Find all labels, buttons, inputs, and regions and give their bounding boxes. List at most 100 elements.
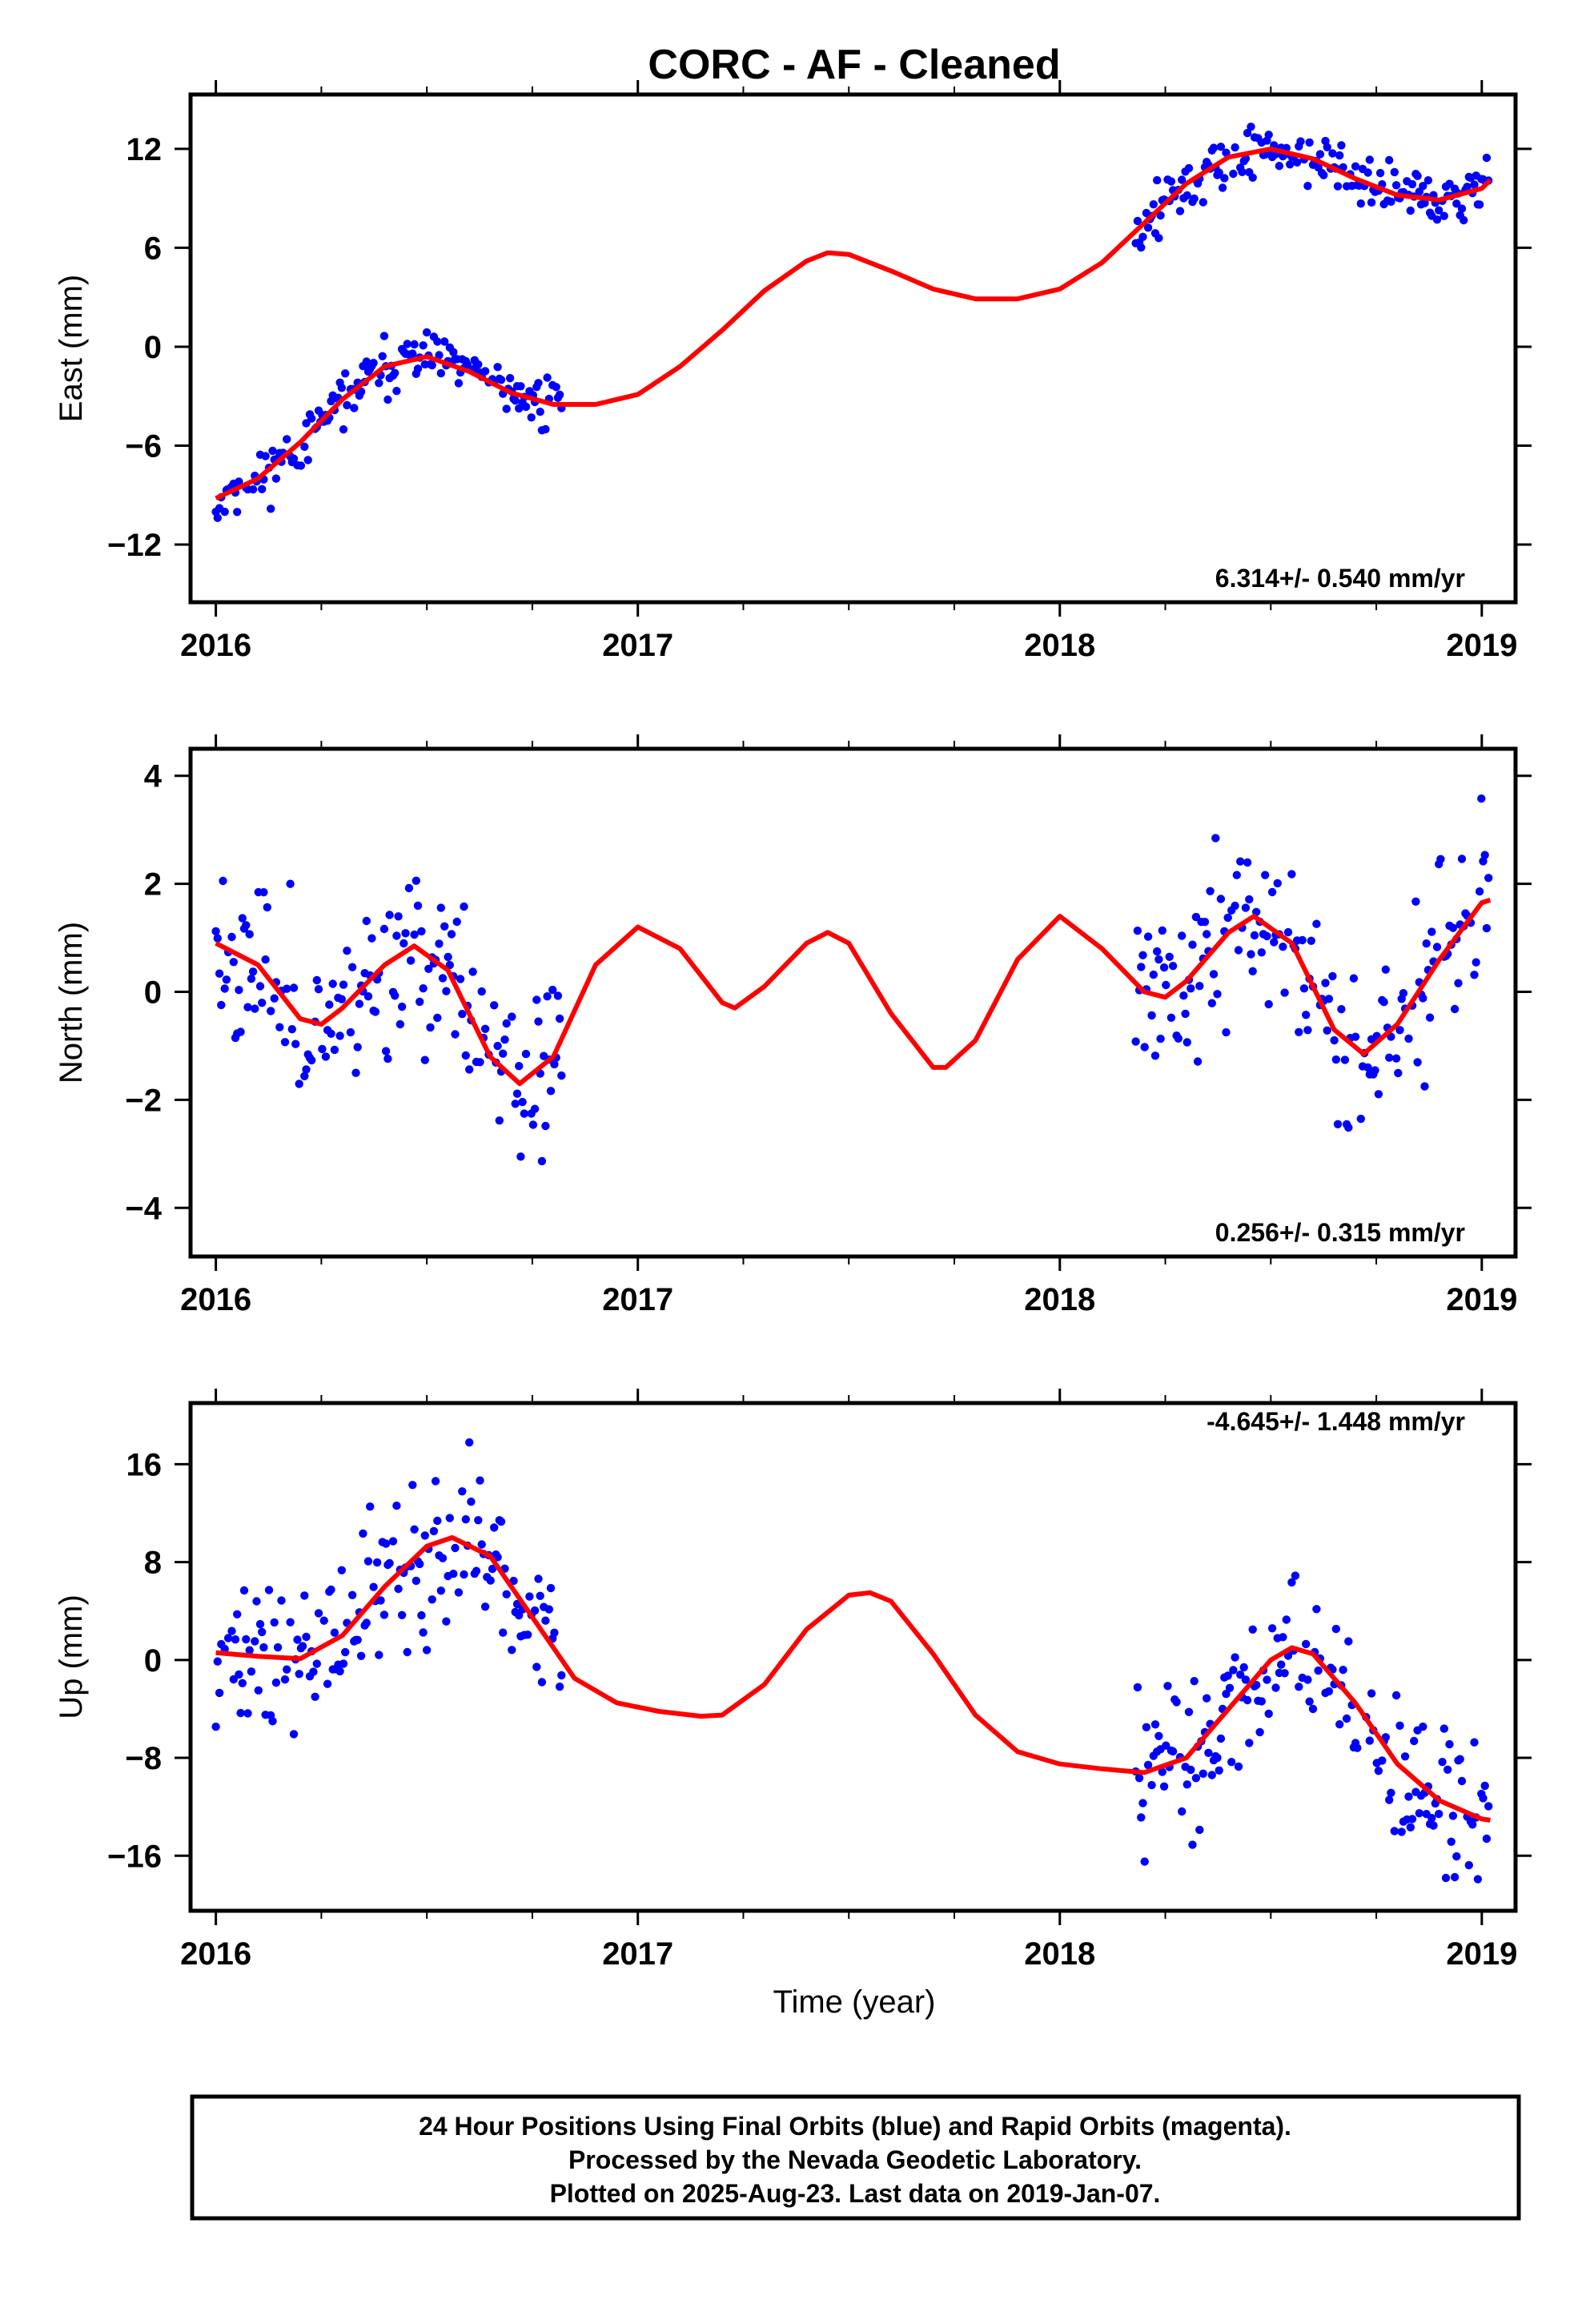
x-tick-label: 2016 — [180, 1936, 251, 1972]
data-point — [245, 1646, 254, 1655]
data-point — [1140, 1857, 1149, 1866]
data-point — [410, 340, 419, 349]
data-point — [1234, 1762, 1243, 1771]
data-point — [1203, 930, 1211, 939]
data-point — [1391, 1691, 1401, 1700]
data-point — [1335, 1720, 1344, 1729]
data-point — [1482, 1834, 1492, 1844]
data-point — [300, 1072, 309, 1081]
data-point — [1270, 938, 1279, 947]
data-point — [480, 367, 490, 376]
data-point — [449, 348, 458, 356]
data-point — [1374, 1090, 1383, 1099]
data-point — [537, 1678, 547, 1687]
data-point — [1267, 887, 1277, 897]
data-point — [311, 1692, 319, 1701]
data-point — [229, 958, 238, 967]
data-point — [1147, 1011, 1156, 1020]
data-point — [391, 368, 400, 377]
data-point — [1190, 194, 1199, 203]
data-point — [335, 1031, 344, 1040]
data-point — [422, 328, 432, 337]
data-point — [508, 1646, 516, 1655]
data-point — [238, 914, 247, 923]
data-point — [406, 956, 416, 965]
data-point — [544, 1605, 553, 1614]
data-point — [555, 1683, 564, 1691]
data-point — [1299, 984, 1309, 993]
data-point — [1356, 199, 1366, 208]
data-point — [428, 1595, 436, 1604]
data-point — [1432, 215, 1442, 224]
data-point — [1367, 198, 1376, 207]
data-point — [258, 999, 267, 1007]
data-point — [213, 1657, 222, 1666]
data-point — [1427, 1814, 1436, 1823]
data-point — [295, 1670, 303, 1679]
data-point — [1328, 149, 1337, 158]
data-point — [343, 400, 351, 410]
data-point — [1168, 1747, 1178, 1756]
data-point — [490, 1523, 499, 1532]
x-tick-label: 2018 — [1024, 1282, 1095, 1317]
data-point — [379, 1610, 389, 1619]
data-point — [1303, 182, 1312, 191]
data-point — [300, 442, 309, 451]
data-point — [388, 1537, 398, 1546]
data-point — [1257, 1697, 1267, 1706]
data-point — [1450, 1872, 1460, 1882]
data-point — [347, 963, 357, 971]
data-point — [369, 359, 378, 368]
data-point — [532, 995, 541, 1004]
data-point — [1247, 123, 1255, 131]
data-point — [385, 911, 394, 919]
data-point — [270, 1618, 279, 1627]
data-point — [1209, 143, 1219, 152]
data-point — [1482, 923, 1492, 933]
data-point — [1331, 1055, 1341, 1064]
data-point — [383, 1054, 392, 1063]
data-point — [1331, 1624, 1341, 1634]
data-point — [280, 1038, 290, 1047]
data-point — [1448, 923, 1458, 932]
data-point — [1395, 1026, 1404, 1035]
data-point — [1344, 1123, 1353, 1132]
data-point — [1371, 1066, 1379, 1075]
data-point — [493, 363, 502, 372]
data-point — [251, 1637, 259, 1646]
data-point — [1460, 215, 1468, 225]
data-point — [238, 1679, 247, 1687]
data-point — [298, 1642, 307, 1651]
data-point — [474, 360, 483, 369]
data-point — [367, 934, 376, 943]
data-point — [1463, 183, 1472, 191]
data-point — [1150, 1051, 1160, 1060]
footer-line-2: Processed by the Nevada Geodetic Laborat… — [568, 2145, 1142, 2174]
data-point — [1287, 870, 1296, 879]
data-point — [1381, 1733, 1391, 1742]
data-point — [235, 1670, 243, 1679]
data-point — [264, 1586, 274, 1594]
data-point — [339, 425, 348, 434]
data-point — [1204, 1748, 1213, 1757]
data-point — [1425, 1013, 1435, 1022]
data-point — [213, 513, 222, 522]
data-point — [1280, 1669, 1289, 1678]
data-point — [1351, 162, 1360, 171]
data-point — [273, 1642, 283, 1652]
data-point — [1291, 1571, 1300, 1580]
data-point — [440, 922, 449, 931]
data-point — [1222, 1027, 1231, 1037]
data-point — [1154, 234, 1163, 243]
data-point — [1138, 232, 1147, 241]
data-point — [1166, 1013, 1176, 1023]
data-point — [1159, 963, 1169, 972]
x-tick-label: 2019 — [1446, 1282, 1517, 1317]
data-point — [1423, 176, 1433, 185]
data-point — [1406, 1823, 1415, 1831]
data-point — [1391, 181, 1401, 190]
east-panel: 2016 2017 2018 2019 −12 −6 0 6 12 East (mm) 6.314+… — [54, 80, 1532, 663]
data-point — [412, 1576, 420, 1586]
data-point — [458, 1010, 467, 1019]
data-point — [1475, 887, 1484, 896]
